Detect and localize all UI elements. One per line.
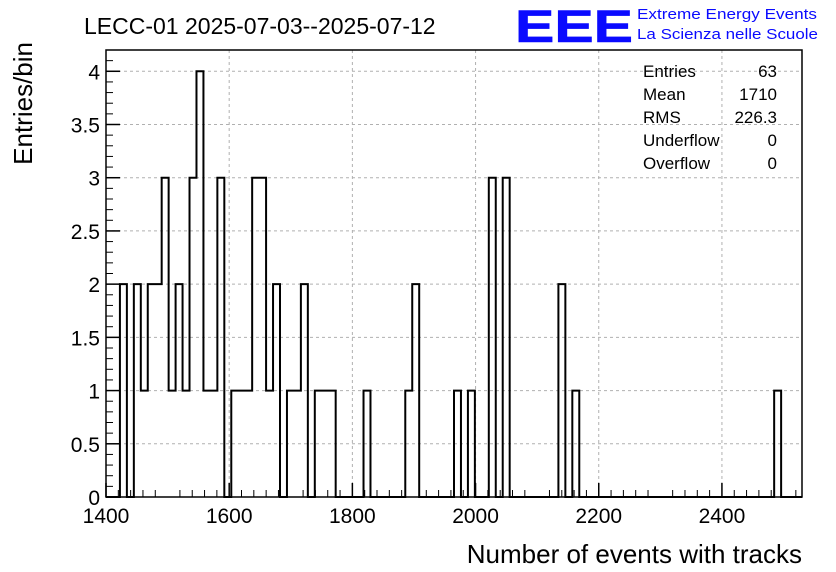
y-tick-label: 2.5	[71, 221, 100, 244]
eee-logo-line1: Extreme Energy Events	[637, 7, 817, 23]
x-tick-label: 2400	[699, 505, 746, 528]
eee-logo: EEE Extreme Energy Events La Scienza nel…	[515, 1, 818, 53]
stats-label: RMS	[643, 108, 681, 127]
y-tick-label: 1	[88, 381, 100, 404]
stats-label: Entries	[643, 62, 696, 81]
y-tick-label: 1.5	[71, 327, 100, 350]
stats-label: Mean	[643, 85, 686, 104]
y-tick-label: 0	[88, 487, 100, 510]
y-tick-label: 3	[88, 168, 100, 191]
chart-title: LECC-01 2025-07-03--2025-07-12	[84, 13, 436, 39]
y-tick-label: 3.5	[71, 115, 100, 138]
stats-label: Underflow	[643, 131, 720, 150]
x-tick-label: 2000	[452, 505, 499, 528]
stats-value: 0	[768, 154, 777, 173]
y-tick-label: 0.5	[71, 434, 100, 457]
y-tick-label: 4	[88, 61, 100, 84]
x-tick-label: 2200	[575, 505, 622, 528]
y-axis-label: Entries/bin	[8, 42, 38, 165]
stats-value: 1710	[739, 85, 777, 104]
x-tick-label: 1800	[329, 505, 376, 528]
stats-value: 63	[758, 62, 777, 81]
x-axis-label: Number of events with tracks	[467, 539, 802, 569]
eee-logo-line2: La Scienza nelle Scuole	[637, 27, 818, 43]
grid-lines	[106, 50, 802, 497]
eee-logo-mark: EEE	[515, 1, 633, 52]
stats-box: Entries 63 Mean 1710 RMS 226.3 Underflow 0 Overf…	[643, 62, 777, 173]
axes: 1400 1600 1800 2000 2200 2400 0 0.5 1 1.5 2 2.5 3 3.5…	[71, 49, 803, 528]
stats-value: 226.3	[734, 108, 777, 127]
stats-value: 0	[768, 131, 777, 150]
x-tick-label: 1600	[206, 505, 253, 528]
y-tick-label: 2	[88, 274, 100, 297]
stats-label: Overflow	[643, 154, 711, 173]
x-tick-label: 1400	[83, 505, 130, 528]
